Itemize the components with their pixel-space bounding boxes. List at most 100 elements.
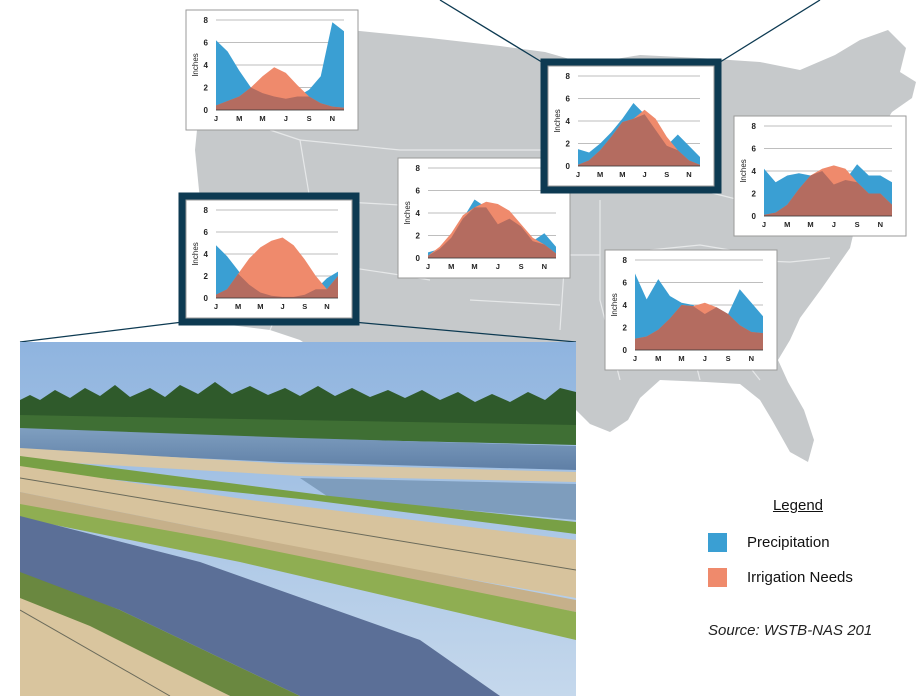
y-axis-label: Inches (191, 53, 200, 77)
x-tick-label: J (703, 354, 707, 363)
y-tick-label: 8 (204, 16, 209, 25)
y-tick-label: 8 (752, 122, 757, 131)
y-tick-label: 6 (623, 279, 628, 288)
x-tick-label: J (576, 170, 580, 179)
y-tick-label: 4 (204, 250, 209, 259)
inset-chart-south: 0 2 4 6 8 Inches J M M J S N (604, 249, 778, 371)
x-tick-label: M (678, 354, 684, 363)
x-tick-label: M (236, 114, 242, 123)
y-tick-label: 4 (623, 301, 628, 310)
leader-line-photo-left (19, 321, 184, 343)
y-tick-label: 6 (204, 39, 209, 48)
y-tick-label: 2 (204, 84, 209, 93)
y-tick-label: 0 (416, 254, 421, 263)
source-note: Source: WSTB-NAS 201 (708, 622, 873, 639)
y-tick-label: 2 (416, 232, 421, 241)
x-tick-label: J (633, 354, 637, 363)
x-tick-label: N (542, 262, 547, 271)
y-tick-label: 0 (566, 162, 571, 171)
y-tick-label: 6 (752, 145, 757, 154)
inset-chart-plains: 0 2 4 6 8 Inches J M M J S N (397, 157, 571, 279)
y-tick-label: 6 (566, 95, 571, 104)
y-tick-label: 2 (204, 272, 209, 281)
leader-line-photo-right (352, 321, 577, 343)
photo-mid-pond (300, 478, 576, 520)
x-tick-label: M (448, 262, 454, 271)
series-area-overlap (578, 114, 700, 166)
x-tick-label: N (330, 114, 335, 123)
y-tick-label: 8 (416, 164, 421, 173)
x-tick-label: S (519, 262, 524, 271)
x-tick-label: M (784, 220, 790, 229)
x-tick-label: J (280, 302, 284, 311)
x-tick-label: J (284, 114, 288, 123)
y-tick-label: 0 (752, 212, 757, 221)
y-axis-label: Inches (403, 201, 412, 225)
y-tick-label: 0 (623, 346, 628, 355)
x-tick-label: J (762, 220, 766, 229)
legend-swatch-precipitation (708, 532, 727, 552)
legend-item-precipitation: Precipitation (708, 532, 830, 552)
series-area-overlap (428, 207, 556, 258)
x-tick-label: M (257, 302, 263, 311)
x-tick-label: S (307, 114, 312, 123)
y-tick-label: 8 (623, 256, 628, 265)
y-tick-label: 8 (204, 206, 209, 215)
y-axis-label: Inches (739, 159, 748, 183)
photo-near-canal (20, 516, 500, 696)
y-tick-label: 2 (623, 324, 628, 333)
x-tick-label: S (726, 354, 731, 363)
x-tick-label: N (324, 302, 329, 311)
x-tick-label: S (855, 220, 860, 229)
legend-label-precipitation: Precipitation (747, 533, 830, 551)
inset-chart-east: 0 2 4 6 8 Inches J M M J S N (733, 115, 907, 237)
x-tick-label: N (686, 170, 691, 179)
y-tick-label: 4 (752, 167, 757, 176)
series-area-overlap (635, 305, 763, 350)
x-tick-label: J (496, 262, 500, 271)
leader-lines (19, 0, 821, 343)
x-tick-label: M (235, 302, 241, 311)
x-tick-label: J (832, 220, 836, 229)
x-tick-label: M (597, 170, 603, 179)
x-tick-label: N (749, 354, 754, 363)
y-tick-label: 0 (204, 294, 209, 303)
y-tick-label: 2 (566, 140, 571, 149)
series-area-overlap (216, 273, 338, 298)
y-axis-label: Inches (553, 109, 562, 133)
x-tick-label: S (302, 302, 307, 311)
charts-layer: 0 2 4 6 8 Inches J M M J S N 0 2 4 6 8 Inches J M M J S N 0 2 4 6 8 I… (178, 9, 907, 371)
series-area-overlap (216, 87, 344, 110)
legend-item-irrigation: Irrigation Needs (708, 567, 853, 587)
x-tick-label: M (259, 114, 265, 123)
x-tick-label: M (619, 170, 625, 179)
leader-line-midwest-left (439, 0, 546, 65)
y-tick-label: 6 (204, 228, 209, 237)
photo-near-bank (20, 598, 230, 696)
x-tick-label: J (214, 302, 218, 311)
highlight-frame-midwest (540, 58, 722, 194)
y-tick-label: 6 (416, 187, 421, 196)
y-tick-label: 4 (204, 61, 209, 70)
legend-title: Legend (772, 497, 824, 514)
x-tick-label: S (664, 170, 669, 179)
y-axis-label: Inches (191, 242, 200, 266)
x-tick-label: N (878, 220, 883, 229)
legend-label-irrigation: Irrigation Needs (747, 568, 853, 586)
photo-dirt-road (20, 466, 576, 598)
y-axis-label: Inches (610, 293, 619, 317)
leader-line-midwest-right (716, 0, 821, 65)
x-tick-label: J (642, 170, 646, 179)
y-tick-label: 8 (566, 72, 571, 81)
x-tick-label: M (655, 354, 661, 363)
y-tick-label: 4 (416, 209, 421, 218)
y-tick-label: 0 (204, 106, 209, 115)
inset-chart-california: 0 2 4 6 8 Inches J M M J S N (178, 192, 360, 326)
y-tick-label: 4 (566, 117, 571, 126)
x-tick-label: M (471, 262, 477, 271)
highlight-frame-california (178, 192, 360, 326)
photo-far-pond (20, 428, 576, 470)
inset-chart-midwest: 0 2 4 6 8 Inches J M M J S N (540, 58, 722, 194)
inset-chart-west: 0 2 4 6 8 Inches J M M J S N (185, 9, 359, 131)
